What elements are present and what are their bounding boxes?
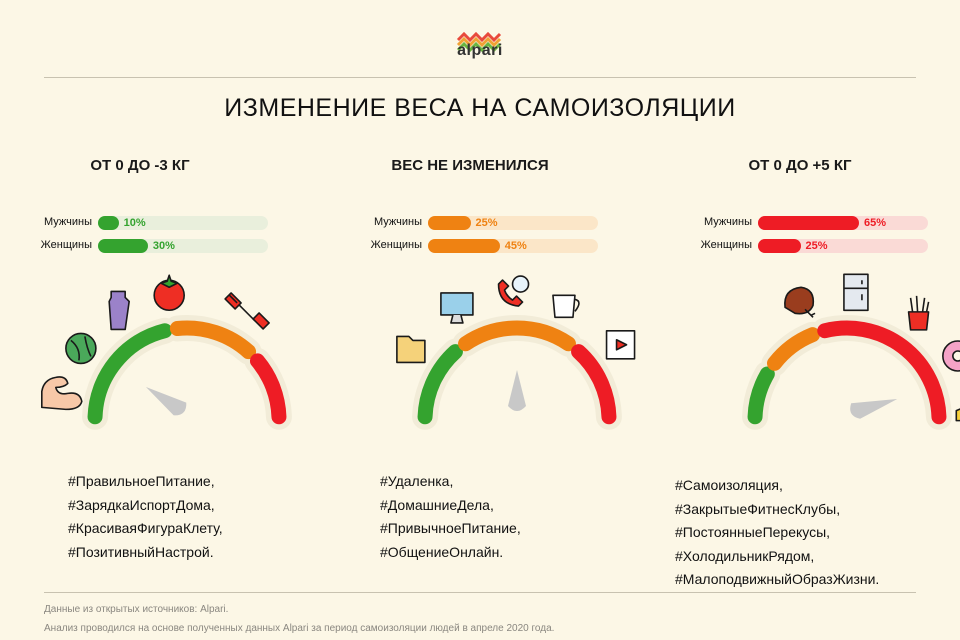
bar-category-label: Мужчины — [373, 216, 422, 228]
bar-track: 45% — [428, 239, 598, 253]
hashtag: #ПравильноеПитание, — [68, 473, 215, 489]
bar-value-label: 30% — [152, 240, 175, 252]
tomato-icon — [153, 274, 185, 312]
bar-value-label: 45% — [504, 240, 527, 252]
hashtag: #ХолодильникРядом, — [675, 547, 815, 564]
bar-category-label: Женщины — [700, 239, 752, 251]
hashtag-list: #Удаленка, #ДомашниеДела, #ПривычноеПитани… — [380, 470, 521, 564]
bar-value-label: 25% — [805, 240, 828, 252]
hashtag: #Удаленка, — [380, 473, 454, 489]
hashtag: #ЗакрытыеФитнесКлубы, — [675, 500, 841, 517]
fridge-icon — [843, 273, 869, 312]
computer-icon — [440, 292, 474, 324]
group-minus-weight: ОТ 0 ДО -3 КГ Мужчины 10% Женщины 30% #Прави… — [0, 0, 320, 640]
gauge-needle — [508, 370, 526, 411]
gauge — [40, 274, 292, 430]
phone-chat-icon — [497, 275, 530, 307]
bottom-divider — [44, 592, 916, 593]
bar-track: 65% — [758, 216, 928, 230]
hashtag: #ОбщениеОнлайн. — [380, 543, 504, 560]
bicep-icon — [40, 376, 83, 411]
bar-track: 25% — [428, 216, 598, 230]
bar-value-label: 25% — [475, 217, 498, 229]
group-plus-weight: ОТ 0 ДО +5 КГ Мужчины 65% Женщины 25% #Самои… — [660, 0, 960, 640]
gauge-segment-red — [817, 320, 947, 425]
bar-category-label: Женщины — [40, 239, 92, 251]
hashtag: #ПозитивныйНастрой. — [68, 543, 214, 560]
gauge-segment-orange — [169, 320, 257, 360]
gauge-segment-orange — [767, 327, 821, 371]
hashtag: #КрасиваяФигураКлету, — [68, 520, 223, 536]
bar-fill — [428, 216, 471, 230]
gauge-segment-red — [249, 353, 287, 425]
bar-fill — [98, 239, 148, 253]
gauge-needle — [850, 399, 898, 419]
group-title: ВЕС НЕ ИЗМЕНИЛСЯ — [391, 157, 549, 174]
donut-icon — [942, 340, 960, 372]
top-divider — [44, 77, 916, 78]
bar-value-label: 65% — [864, 217, 887, 229]
hashtag: #МалоподвижныйОбразЖизни. — [675, 571, 880, 587]
gauge-needle — [145, 386, 187, 416]
gauge-segment-red — [571, 344, 617, 425]
hashtag: #ЗарядкаИспортДома, — [68, 496, 215, 513]
hashtag-list: #ПравильноеПитание, #ЗарядкаИспортДома, #К… — [68, 470, 223, 564]
hashtag: #ДомашниеДела, — [380, 496, 494, 513]
hashtag: #ПостоянныеПерекусы, — [675, 524, 831, 540]
hashtag: #Самоизоляция, — [675, 477, 783, 493]
chicken-leg-icon — [784, 286, 816, 318]
gauge — [396, 275, 636, 430]
footer-note: Анализ проводился на основе полученных д… — [44, 623, 555, 634]
bar-category-label: Женщины — [370, 239, 422, 251]
bar-value-label: 10% — [123, 217, 146, 229]
cabbage-icon — [65, 332, 97, 365]
gauge-segment-green — [87, 323, 173, 425]
group-title: ОТ 0 ДО +5 КГ — [748, 157, 852, 174]
group-title: ОТ 0 ДО -3 КГ — [90, 157, 190, 174]
hashtag: #ПривычноеПитание, — [380, 520, 521, 536]
gauge-segment-orange — [458, 320, 576, 352]
folder-icon — [396, 335, 426, 364]
group-no-change: ВЕС НЕ ИЗМЕНИЛСЯ Мужчины 25% Женщины 45% #Уд… — [330, 0, 650, 640]
gauge-segment-green — [417, 344, 463, 425]
bar-track: 10% — [98, 216, 268, 230]
bar-fill — [428, 239, 500, 253]
bar-category-label: Мужчины — [43, 216, 92, 228]
fries-icon — [907, 295, 930, 331]
alpari-logo-icon — [456, 31, 502, 53]
bar-fill — [758, 239, 801, 253]
bar-fill — [98, 216, 119, 230]
brand-name: alpari — [457, 42, 503, 59]
cheese-icon — [955, 408, 960, 422]
gauge — [742, 273, 960, 430]
bar-fill — [758, 216, 860, 230]
coffee-cup-icon — [552, 294, 580, 319]
hashtag-list: #Самоизоляция, #ЗакрытыеФитнесКлубы, #Пост… — [675, 474, 879, 592]
dumbbell-icon — [224, 292, 270, 330]
video-player-icon — [605, 329, 636, 360]
bar-category-label: Мужчины — [703, 216, 752, 228]
page-title: ИЗМЕНЕНИЕ ВЕСА НА САМОИЗОЛЯЦИИ — [224, 94, 736, 122]
footer-source: Данные из открытых источников: Alpari. — [44, 604, 229, 615]
bar-track: 30% — [98, 239, 268, 253]
water-bottle-icon — [108, 290, 130, 331]
gauge-segment-green — [747, 366, 775, 425]
bar-track: 25% — [758, 239, 928, 253]
